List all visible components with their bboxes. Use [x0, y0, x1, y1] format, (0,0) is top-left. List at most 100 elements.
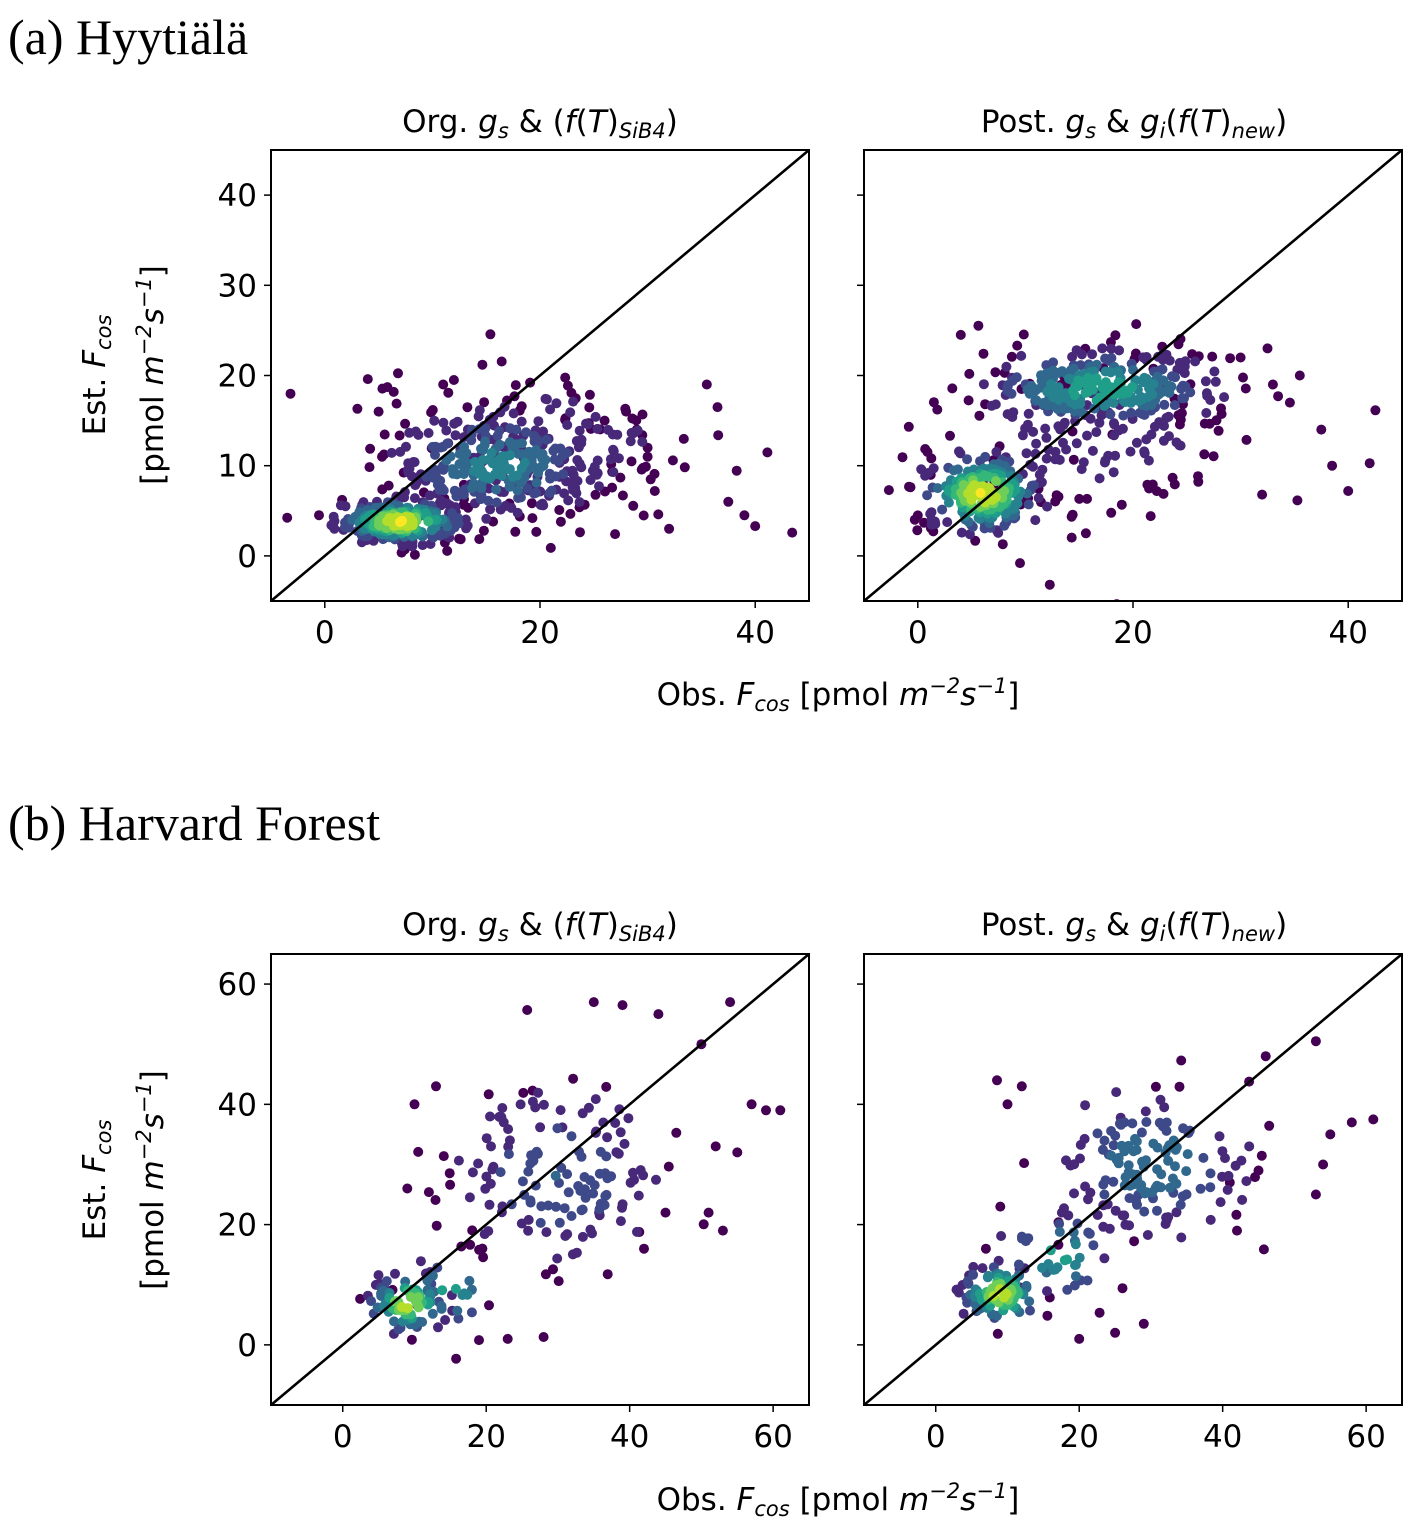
data-point — [552, 1123, 563, 1134]
data-point — [611, 1147, 622, 1158]
data-point — [617, 1000, 628, 1011]
data-point — [541, 434, 552, 445]
data-point — [1284, 397, 1295, 408]
data-point — [568, 396, 579, 407]
data-point — [427, 1308, 438, 1319]
data-point — [492, 430, 503, 441]
data-point — [449, 418, 460, 429]
data-point — [1318, 1159, 1329, 1170]
data-point — [435, 475, 446, 486]
data-point — [623, 1113, 634, 1124]
data-point — [619, 1138, 630, 1149]
data-point — [1222, 1184, 1233, 1195]
data-point — [1040, 423, 1051, 434]
data-point — [508, 471, 518, 482]
data-point — [390, 1268, 400, 1279]
svg-text:Est. Fcos: Est. Fcos — [77, 1120, 116, 1241]
data-point — [569, 474, 580, 485]
data-point — [725, 997, 736, 1008]
data-point — [585, 1224, 596, 1235]
data-point — [991, 446, 1002, 457]
data-point — [1008, 407, 1019, 418]
data-point — [1015, 558, 1025, 569]
data-point — [1106, 382, 1117, 393]
data-point — [617, 1199, 628, 1210]
xlabel-hyytiala: Obs. Fcos [pmol m−2s−1] — [657, 674, 1020, 716]
data-point — [554, 505, 565, 515]
data-point — [575, 527, 585, 538]
data-point — [552, 1253, 563, 1264]
data-point — [474, 424, 485, 435]
data-point — [698, 1219, 709, 1230]
data-point — [1094, 473, 1105, 484]
data-point — [546, 485, 557, 496]
data-point — [545, 542, 556, 553]
data-point — [775, 1105, 786, 1116]
data-point — [562, 1229, 573, 1240]
data-point — [1193, 471, 1203, 482]
data-point — [1053, 382, 1064, 393]
data-point — [651, 1174, 661, 1185]
data-point — [615, 1127, 626, 1138]
data-point — [1072, 1218, 1083, 1229]
data-point — [409, 1099, 420, 1110]
data-point — [610, 529, 621, 540]
data-point — [1018, 329, 1029, 340]
data-point — [565, 407, 576, 418]
data-point — [1207, 351, 1218, 362]
data-point — [1241, 434, 1252, 445]
data-point — [919, 517, 929, 528]
data-point — [510, 526, 521, 537]
data-point — [1108, 467, 1119, 478]
data-point — [1028, 426, 1039, 437]
data-point — [1071, 438, 1082, 449]
data-point — [1058, 437, 1068, 448]
data-point — [607, 482, 618, 493]
x-tick-label: 20 — [1113, 615, 1152, 651]
data-point — [664, 523, 675, 534]
y-tick-label: 20 — [218, 359, 257, 395]
data-point — [1055, 424, 1066, 435]
data-point — [462, 458, 473, 469]
data-point — [750, 521, 761, 532]
data-point — [389, 1316, 399, 1327]
data-point — [481, 1133, 492, 1144]
data-point — [945, 430, 955, 441]
data-point — [566, 1131, 577, 1142]
data-point — [465, 1239, 476, 1250]
data-point — [1097, 383, 1108, 393]
data-point — [926, 507, 937, 518]
data-point — [1198, 1152, 1209, 1163]
data-point — [1294, 370, 1305, 381]
data-point — [1209, 366, 1220, 377]
data-point — [599, 415, 610, 426]
data-point — [1034, 469, 1045, 480]
data-point — [1237, 1194, 1248, 1205]
data-point — [466, 435, 477, 446]
data-point — [438, 379, 449, 390]
data-point — [415, 1256, 426, 1267]
data-point — [1232, 1225, 1242, 1236]
data-point — [1170, 1161, 1180, 1172]
data-point — [442, 545, 453, 556]
data-point — [1094, 1307, 1105, 1318]
data-point — [932, 404, 943, 415]
data-point — [1214, 1131, 1225, 1142]
data-point — [1141, 1117, 1152, 1127]
data-point — [897, 452, 908, 463]
data-point — [478, 525, 489, 536]
data-point — [963, 395, 974, 406]
data-point — [484, 1199, 495, 1210]
data-point — [1152, 1180, 1162, 1191]
data-point — [1110, 450, 1121, 461]
data-point — [1078, 457, 1089, 468]
data-point — [626, 427, 637, 438]
data-point — [423, 516, 434, 527]
x-tick-label: 0 — [926, 1419, 946, 1455]
data-point — [1199, 418, 1210, 429]
data-point — [1231, 1209, 1242, 1220]
data-point — [594, 1168, 605, 1179]
data-point — [1181, 1166, 1192, 1177]
data-point — [438, 1151, 449, 1162]
data-point — [1124, 1193, 1135, 1204]
